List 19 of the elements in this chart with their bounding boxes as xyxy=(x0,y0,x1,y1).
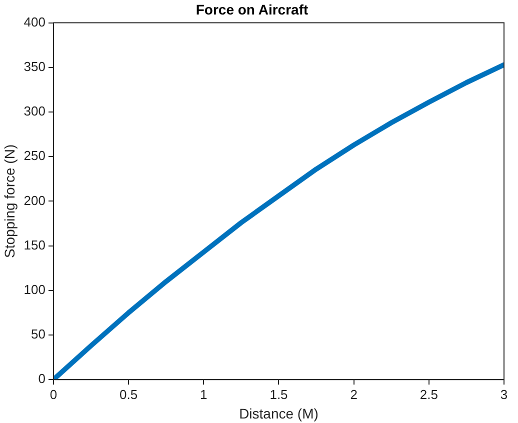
y-tick-label: 100 xyxy=(24,282,46,297)
y-tick-label: 300 xyxy=(24,104,46,119)
y-tick-label: 50 xyxy=(31,326,46,342)
x-tick-label: 0.5 xyxy=(120,386,138,402)
y-tick-label: 0 xyxy=(38,371,46,386)
y-tick-label: 250 xyxy=(24,148,46,164)
y-tick-label: 150 xyxy=(24,237,46,252)
y-tick-label: 200 xyxy=(24,192,46,208)
chart-title: Force on Aircraft xyxy=(196,1,308,18)
x-tick-label: 1 xyxy=(200,386,208,402)
x-tick-label: 2 xyxy=(350,386,358,402)
y-axis-title: Stopping force (N) xyxy=(1,144,18,258)
x-tick-label: 1.5 xyxy=(270,386,288,402)
x-tick-label: 2.5 xyxy=(420,386,438,402)
x-tick-label: 0 xyxy=(50,386,58,402)
x-tick-label: 3 xyxy=(500,386,508,402)
x-axis-title: Distance (M) xyxy=(239,405,318,422)
y-tick-label: 350 xyxy=(24,58,46,74)
y-tick-label: 400 xyxy=(24,14,46,30)
